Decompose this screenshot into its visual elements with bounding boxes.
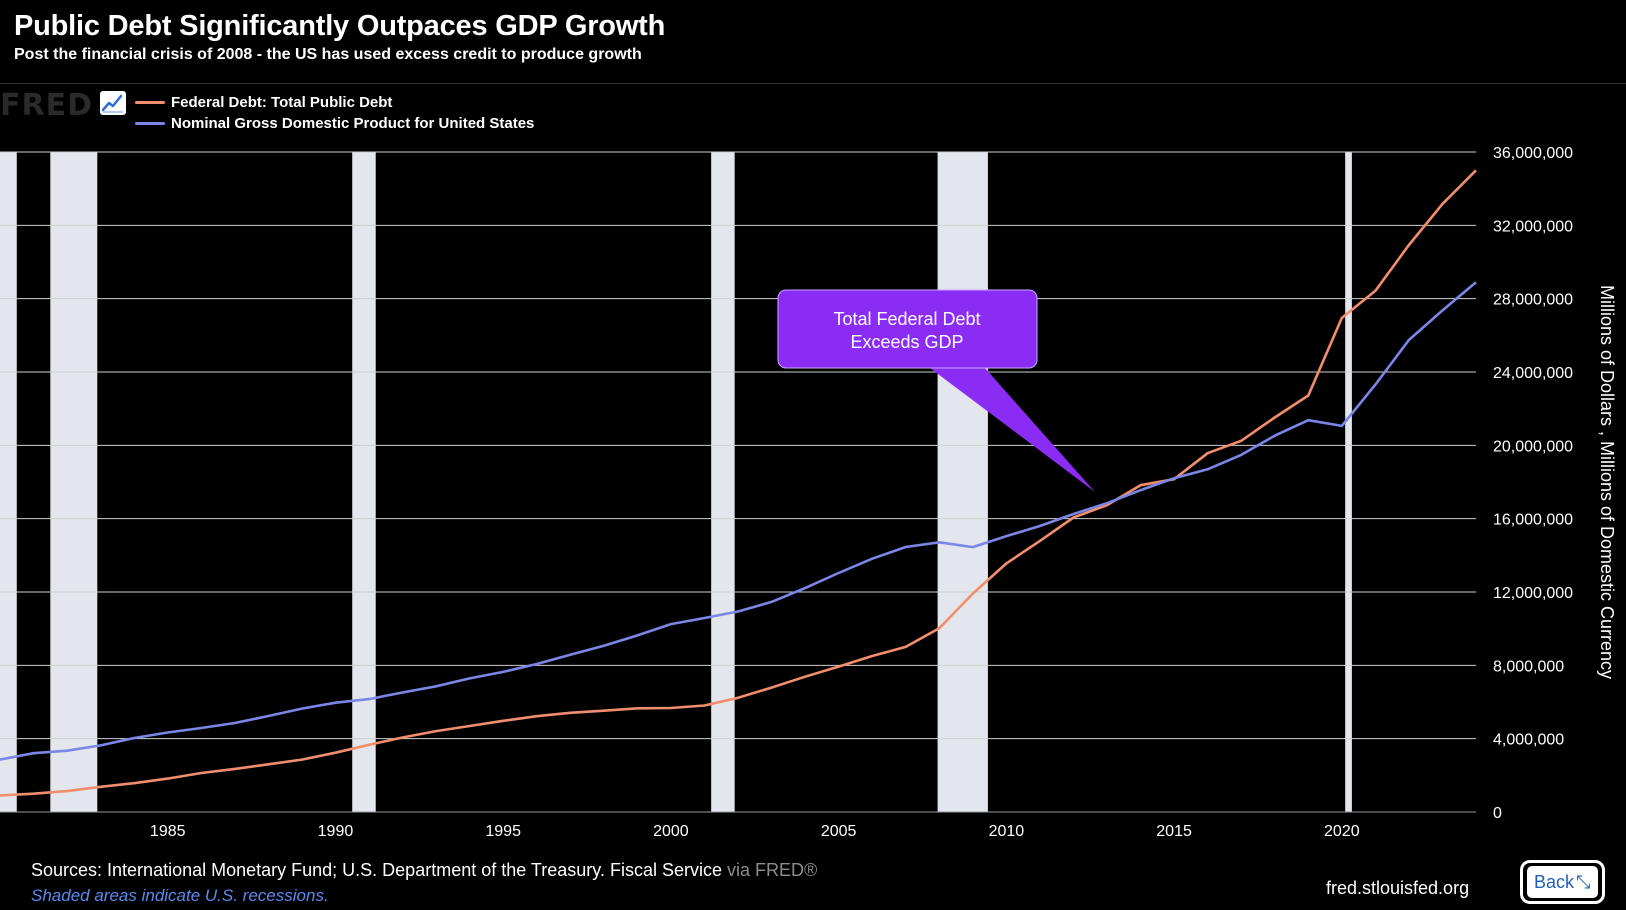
chart-legend: Federal Debt: Total Public Debt Nominal … — [135, 92, 534, 134]
back-label: Back — [1534, 872, 1575, 892]
legend-item-debt: Federal Debt: Total Public Debt — [135, 92, 534, 113]
y-tick-label: 20,000,000 — [1493, 438, 1573, 455]
x-tick-label: 1990 — [318, 823, 354, 840]
x-tick-label: 2015 — [1156, 823, 1192, 840]
callout-box — [777, 289, 1038, 369]
sources-label: Sources: International Monetary Fund; U.… — [31, 860, 722, 880]
y-axis-label: Millions of Dollars , Millions of Domest… — [1597, 285, 1617, 679]
chart-header: Public Debt Significantly Outpaces GDP G… — [0, 0, 1626, 84]
y-tick-label: 36,000,000 — [1493, 145, 1573, 162]
recession-band — [352, 152, 376, 812]
chart-subtitle: Post the financial crisis of 2008 - the … — [14, 46, 642, 63]
x-tick-label: 2005 — [821, 823, 857, 840]
y-tick-label: 0 — [1493, 805, 1502, 822]
y-tick-label: 24,000,000 — [1493, 365, 1573, 382]
via-fred-label: via FRED® — [727, 860, 818, 880]
series-line-debt — [0, 169, 1477, 797]
fred-logo: FRED — [0, 88, 93, 123]
y-tick-label: 4,000,000 — [1493, 732, 1564, 749]
legend-item-gdp: Nominal Gross Domestic Product for Unite… — [135, 113, 534, 134]
x-tick-label: 2000 — [653, 823, 689, 840]
x-tick-label: 2020 — [1324, 823, 1360, 840]
recession-band — [50, 152, 98, 812]
callout-text-line2: Exceeds GDP — [850, 332, 963, 352]
collapse-icon: ⤡ — [1576, 872, 1591, 892]
y-tick-label: 16,000,000 — [1493, 512, 1573, 529]
x-tick-label: 1995 — [485, 823, 521, 840]
legend-label-debt: Federal Debt: Total Public Debt — [171, 94, 393, 111]
y-tick-label: 28,000,000 — [1493, 292, 1573, 309]
recession-band — [937, 152, 988, 812]
legend-swatch-debt — [135, 101, 165, 104]
recession-band — [1345, 152, 1352, 812]
recession-band — [711, 152, 735, 812]
series-line-gdp — [0, 281, 1477, 761]
callout-text-line1: Total Federal Debt — [833, 309, 980, 329]
back-button-inner[interactable]: Back ⤡ — [1527, 866, 1598, 898]
chart-line-icon — [100, 91, 126, 115]
site-link[interactable]: fred.stlouisfed.org — [1326, 878, 1470, 898]
chart-title: Public Debt Significantly Outpaces GDP G… — [14, 10, 666, 42]
y-tick-label: 32,000,000 — [1493, 218, 1573, 235]
y-tick-label: 12,000,000 — [1493, 585, 1573, 602]
recession-note: Shaded areas indicate U.S. recessions. — [31, 886, 329, 905]
legend-label-gdp: Nominal Gross Domestic Product for Unite… — [171, 115, 535, 132]
x-tick-label: 2010 — [989, 823, 1025, 840]
back-button[interactable]: Back ⤡ — [1520, 860, 1605, 904]
sources-text: Sources: International Monetary Fund; U.… — [31, 860, 817, 881]
y-tick-label: 8,000,000 — [1493, 658, 1564, 675]
recession-band — [0, 152, 17, 812]
annotation-callout: Total Federal Debt Exceeds GDP — [777, 289, 1095, 492]
callout-pointer — [930, 368, 1095, 492]
x-tick-label: 1985 — [150, 823, 186, 840]
legend-swatch-gdp — [135, 122, 165, 125]
